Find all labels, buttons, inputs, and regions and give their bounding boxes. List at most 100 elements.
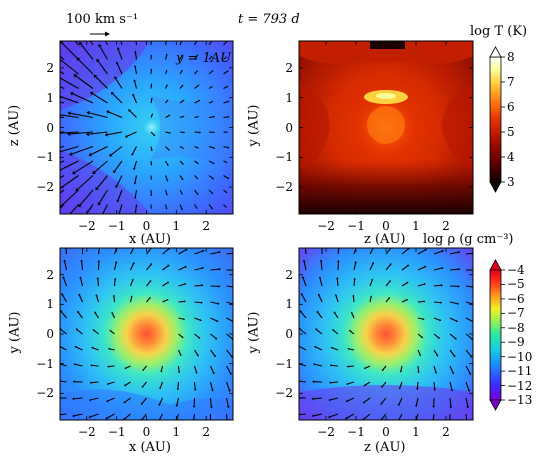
- panel-top-right: [299, 41, 473, 214]
- x-tick-label: −2: [317, 426, 335, 438]
- colorbar-tick-label: 3: [507, 176, 515, 188]
- colorbar-tick-label: −10: [507, 351, 532, 363]
- velocity-arrowhead: [296, 379, 298, 382]
- velocity-arrowhead: [474, 252, 476, 255]
- reference-arrow: [90, 32, 110, 37]
- y-tick-label: 0: [285, 328, 293, 340]
- y-tick-label: −1: [36, 151, 54, 163]
- x-tick-label: 2: [442, 220, 450, 232]
- ylabel-bottom-left: y (AU): [7, 312, 22, 354]
- velocity-arrowhead: [465, 422, 468, 424]
- y-tick-label: 1: [285, 298, 293, 310]
- colorbar-tick-label: −9: [507, 336, 525, 348]
- velocity-arrow: [195, 285, 202, 286]
- velocity-arrowhead: [116, 244, 119, 246]
- velocity-arrow: [178, 382, 179, 388]
- velocity-arrow: [195, 302, 201, 303]
- colorbar-tick-label: −6: [507, 293, 525, 305]
- velocity-arrow: [195, 382, 196, 389]
- velocity-arrow: [109, 366, 115, 367]
- x-tick-label: −1: [108, 220, 126, 232]
- velocity-arrowhead: [296, 362, 298, 365]
- velocity-arrowhead: [355, 244, 358, 246]
- y-tick-label: −1: [275, 151, 293, 163]
- y-tick-label: 2: [285, 62, 293, 74]
- velocity-arrowhead: [61, 221, 65, 225]
- velocity-arrowhead: [474, 286, 476, 289]
- velocity-arrowhead: [226, 422, 229, 424]
- x-tick-label: 2: [202, 426, 210, 438]
- velocity-arrow: [331, 382, 338, 383]
- y-tick-label: −2: [36, 387, 54, 399]
- velocity-arrowhead: [56, 413, 58, 416]
- velocity-arrowhead: [117, 33, 120, 36]
- time-label: t = 793 d: [238, 12, 300, 27]
- velocity-arrowhead: [56, 379, 58, 382]
- velocity-arrowhead: [100, 29, 103, 32]
- velocity-arrowhead: [33, 170, 37, 174]
- velocity-arrow: [179, 301, 185, 302]
- colorbar-tick-label: −8: [507, 322, 525, 334]
- colorbar-tick-label: −12: [507, 380, 532, 392]
- velocity-arrow: [98, 279, 99, 286]
- velocity-arrow: [354, 280, 355, 286]
- velocity-arrow: [115, 280, 116, 286]
- colorbar-tick-label: −5: [507, 278, 525, 290]
- velocity-arrow: [209, 117, 214, 118]
- y-tick-label: −2: [275, 181, 293, 193]
- colorbar-tick-label: −7: [507, 307, 525, 319]
- velocity-arrow: [434, 302, 440, 303]
- y-tick-label: 2: [46, 269, 54, 281]
- y-tick-label: −2: [36, 181, 54, 193]
- xlabel-bottom-right: z (AU): [364, 440, 405, 455]
- x-tick-label: 2: [442, 426, 450, 438]
- velocity-arrowhead: [321, 243, 324, 245]
- velocity-arrowhead: [99, 217, 102, 220]
- velocity-arrow: [332, 365, 338, 366]
- colorbar-temperature-label: log T (K): [470, 24, 527, 39]
- velocity-arrowhead: [475, 269, 477, 272]
- velocity-arrowhead: [56, 188, 60, 191]
- colorbar-tick-label: 8: [507, 51, 515, 63]
- velocity-arrowhead: [42, 222, 46, 226]
- velocity-arrowhead: [49, 112, 52, 116]
- velocity-arrowhead: [64, 244, 67, 246]
- velocity-arrowhead: [98, 244, 101, 246]
- ylabel-top-right: y (AU): [246, 105, 261, 147]
- y-tick-label: −1: [36, 358, 54, 370]
- velocity-arrowhead: [53, 171, 57, 175]
- velocity-arrowhead: [62, 25, 66, 29]
- colorbar-tick-label: 4: [507, 151, 515, 163]
- xlabel-top-right: z (AU): [364, 232, 405, 247]
- velocity-arrowhead: [134, 36, 137, 38]
- velocity-arrowhead: [431, 422, 434, 424]
- velocity-arrow: [353, 296, 354, 302]
- velocity-arrowhead: [414, 421, 417, 423]
- colorbar-tick-label: 5: [507, 126, 515, 138]
- velocity-arrowhead: [235, 286, 237, 289]
- velocity-arrowhead: [34, 74, 38, 78]
- y-tick-label: 1: [46, 92, 54, 104]
- y-tick-label: 0: [46, 328, 54, 340]
- velocity-arrow: [33, 114, 64, 118]
- x-tick-label: 1: [412, 220, 420, 232]
- velocity-arrowhead: [37, 56, 41, 60]
- x-tick-label: 0: [382, 220, 390, 232]
- x-tick-label: 2: [202, 220, 210, 232]
- reference-arrow-label: 100 km s⁻¹: [66, 12, 138, 27]
- velocity-arrowhead: [235, 269, 237, 272]
- velocity-arrowhead: [295, 396, 297, 399]
- velocity-arrowhead: [158, 420, 160, 422]
- x-tick-label: −2: [317, 220, 335, 232]
- x-tick-label: 0: [382, 426, 390, 438]
- xlabel-bottom-left: x (AU): [129, 440, 171, 455]
- velocity-arrowhead: [473, 303, 475, 306]
- velocity-arrowhead: [32, 92, 35, 96]
- y-tick-label: 2: [46, 62, 54, 74]
- velocity-arrowhead: [296, 413, 298, 416]
- colorbar-density-label: log ρ (g cm⁻³): [423, 232, 514, 247]
- velocity-arrow: [92, 365, 98, 366]
- velocity-arrow: [348, 366, 354, 367]
- colorbar-tick-label: 7: [507, 76, 515, 88]
- ylabel-bottom-right: y (AU): [246, 312, 261, 354]
